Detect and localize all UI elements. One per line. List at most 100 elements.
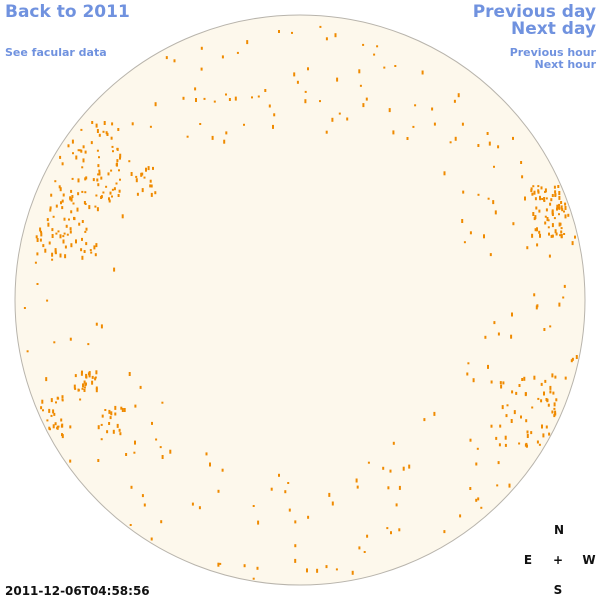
facula (100, 438, 103, 441)
facula (257, 95, 260, 98)
facula (97, 164, 100, 168)
facula (60, 418, 63, 422)
facula (141, 172, 144, 176)
facula (469, 231, 472, 235)
facula (291, 31, 293, 34)
facula (564, 376, 567, 380)
facula (77, 178, 80, 183)
facula (532, 185, 535, 188)
facula (530, 187, 533, 191)
facula (54, 422, 57, 426)
facula (94, 205, 97, 208)
facula (39, 227, 42, 232)
facula (563, 233, 566, 235)
facula (493, 321, 496, 325)
facula (123, 408, 126, 412)
facula (59, 187, 62, 192)
facula (139, 385, 142, 389)
back-link[interactable]: Back to 2011 (5, 2, 130, 22)
facula (499, 424, 502, 428)
facula (287, 482, 290, 484)
facula (571, 357, 574, 361)
facula (165, 56, 168, 60)
facula (110, 169, 113, 172)
facula (246, 40, 249, 45)
facula (559, 222, 562, 226)
facula (358, 546, 361, 550)
facula (506, 404, 509, 407)
next-day-link[interactable]: Next day (511, 19, 596, 39)
facula (553, 402, 556, 407)
facula (554, 410, 557, 415)
facula (54, 180, 57, 183)
facula (398, 528, 401, 532)
facula (533, 375, 536, 380)
facula (536, 440, 539, 444)
timestamp: 2011-12-06T04:58:56 (5, 584, 150, 598)
facula (213, 100, 216, 103)
facula (98, 169, 101, 172)
facula (402, 466, 405, 471)
facula (57, 425, 60, 428)
facula (358, 69, 361, 74)
facula (550, 234, 553, 238)
facula (513, 410, 516, 415)
facula (117, 194, 120, 197)
facula (88, 374, 91, 378)
facula (538, 443, 541, 446)
facula (94, 253, 97, 257)
facula (98, 133, 101, 137)
facula (54, 248, 57, 253)
facula (551, 234, 554, 238)
compass-east: E (524, 553, 532, 567)
facula (562, 296, 565, 299)
facula (544, 379, 547, 383)
facula (288, 508, 291, 512)
facula (69, 425, 72, 429)
facula (490, 424, 493, 428)
facular-link[interactable]: See facular data (5, 46, 107, 59)
facula (191, 502, 194, 506)
facula (475, 498, 478, 502)
facula (525, 419, 528, 423)
facula (90, 251, 93, 254)
previous-hour-link[interactable]: Previous hour (510, 46, 597, 59)
facula (538, 209, 541, 213)
facula (515, 391, 518, 395)
facula (221, 55, 224, 59)
facula (534, 228, 537, 232)
next-hour-link[interactable]: Next hour (535, 58, 597, 71)
facula (71, 195, 74, 198)
facula (555, 232, 558, 236)
facula (383, 66, 386, 69)
facula (524, 392, 527, 396)
facula (118, 428, 121, 432)
facula (81, 190, 84, 193)
facula (546, 398, 549, 402)
facula (95, 322, 98, 326)
facula (567, 213, 570, 217)
facula (97, 459, 100, 462)
facula (81, 166, 84, 169)
facula (41, 399, 44, 404)
facula (85, 375, 88, 379)
facula (154, 102, 157, 107)
facula (44, 248, 47, 253)
facula (200, 46, 203, 50)
facula (551, 223, 554, 228)
facula (469, 438, 472, 442)
facula (106, 132, 109, 136)
facula (52, 424, 55, 429)
facula (234, 96, 237, 101)
facula (538, 230, 541, 234)
facula (575, 355, 578, 359)
facula (70, 210, 73, 214)
facula (100, 423, 103, 426)
facula (134, 440, 136, 445)
facula (83, 201, 86, 204)
facula (85, 227, 88, 231)
facula (469, 487, 472, 490)
facula (278, 473, 280, 477)
facula (556, 207, 558, 211)
previous-day-link[interactable]: Previous day (473, 2, 596, 22)
